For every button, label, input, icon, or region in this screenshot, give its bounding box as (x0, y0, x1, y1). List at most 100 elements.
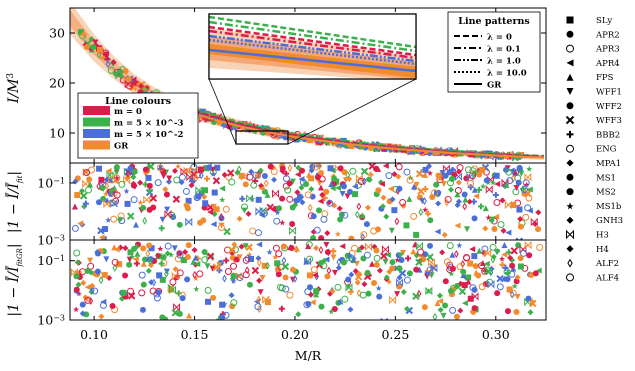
data-point (308, 186, 315, 193)
data-point (348, 235, 355, 240)
data-point (188, 182, 195, 189)
data-point (532, 270, 539, 277)
data-point (394, 291, 401, 298)
data-point (455, 179, 462, 186)
data-point (289, 226, 297, 236)
data-point (383, 213, 390, 220)
eos-label: MS1 (596, 173, 616, 183)
data-point (395, 163, 403, 171)
data-point (137, 179, 144, 186)
data-point (380, 317, 388, 320)
data-point (82, 200, 89, 207)
data-point (304, 288, 312, 296)
data-point (461, 300, 468, 307)
data-point (173, 303, 181, 312)
data-point (454, 191, 461, 198)
data-point (371, 279, 378, 286)
data-point (169, 285, 177, 295)
data-point (345, 276, 352, 283)
data-point (318, 170, 325, 177)
data-point (201, 193, 208, 200)
data-point (496, 283, 504, 291)
data-point (133, 260, 140, 267)
zoom-inset-content (209, 14, 416, 79)
data-point (281, 262, 290, 271)
data-point (143, 195, 151, 205)
data-point (86, 319, 93, 320)
data-point (499, 261, 506, 268)
data-point (183, 202, 190, 209)
data-point (156, 272, 163, 279)
data-point (111, 258, 119, 266)
data-point (340, 259, 347, 266)
data-point (383, 274, 390, 281)
data-point (318, 235, 325, 240)
data-point (491, 226, 498, 233)
data-point (330, 248, 337, 255)
data-point (339, 190, 346, 197)
data-point (310, 266, 318, 274)
data-point (219, 314, 226, 320)
data-point (82, 179, 90, 189)
data-point (105, 60, 111, 69)
data-point (469, 246, 476, 253)
data-point (147, 257, 153, 266)
data-point (264, 191, 271, 198)
data-point (375, 187, 382, 194)
data-point (73, 249, 81, 257)
data-point (509, 289, 517, 297)
data-point (303, 181, 310, 188)
data-point (442, 172, 449, 179)
data-point (349, 167, 357, 175)
eos-marker-wff2 (566, 102, 574, 110)
data-point (501, 251, 508, 258)
data-point (82, 294, 89, 301)
data-point (146, 182, 153, 189)
data-point (507, 254, 514, 261)
data-point (485, 185, 493, 194)
data-point (252, 178, 259, 185)
data-point (171, 245, 178, 252)
data-point (526, 252, 533, 259)
data-point (510, 174, 516, 183)
data-point (517, 223, 524, 230)
data-point (89, 282, 96, 289)
data-point (204, 175, 211, 182)
data-point (373, 254, 381, 262)
data-point (482, 225, 489, 232)
data-point (367, 171, 374, 178)
eos-marker-gnh3 (566, 216, 574, 224)
data-point (505, 249, 512, 256)
data-point (172, 266, 179, 273)
data-point (309, 299, 316, 306)
legend-swatch (83, 117, 110, 127)
data-point (182, 187, 190, 195)
data-point (462, 202, 468, 211)
data-point (90, 44, 97, 51)
data-point (182, 248, 189, 255)
data-point (298, 184, 305, 191)
data-point (228, 246, 236, 254)
data-point (465, 274, 472, 281)
data-point (378, 180, 385, 187)
data-point (524, 204, 532, 212)
data-point (513, 309, 520, 316)
data-point (273, 217, 281, 225)
data-point (178, 173, 186, 181)
data-point (281, 256, 287, 265)
data-point (79, 192, 88, 200)
eos-marker-wff1 (566, 88, 574, 95)
data-point (260, 319, 263, 320)
data-point (116, 261, 123, 268)
data-point (442, 164, 450, 174)
data-point (256, 319, 259, 320)
data-point (355, 174, 363, 183)
data-point (254, 229, 262, 237)
data-point (94, 268, 101, 275)
data-point (153, 294, 161, 302)
data-point (328, 181, 335, 188)
data-point (331, 269, 338, 276)
bottom-ylabel: |1 − Ī/ĪfitGR| (4, 243, 24, 316)
data-point (528, 271, 535, 278)
data-point (502, 264, 509, 271)
